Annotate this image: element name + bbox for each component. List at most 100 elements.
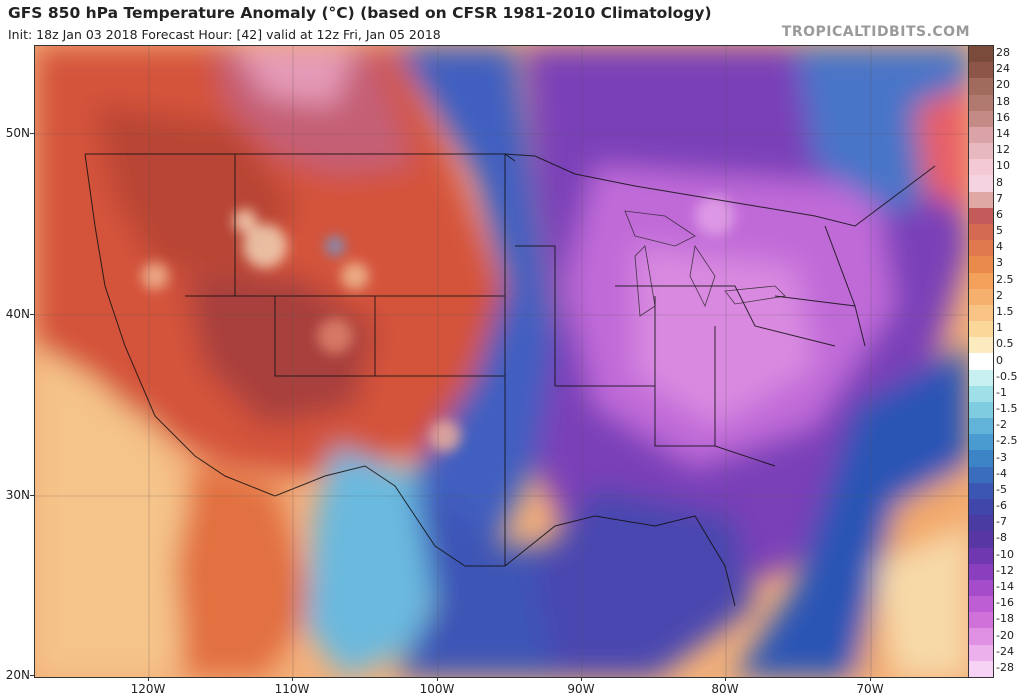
lon-tick	[437, 677, 438, 681]
colorbar-swatch	[969, 256, 993, 274]
colorbar-swatch	[969, 482, 993, 500]
colorbar-tick-label: 28	[996, 46, 1010, 60]
lat-label-30n: 30N	[5, 488, 30, 502]
colorbar-swatch	[969, 110, 993, 128]
colorbar-tick-label: -0.5	[996, 369, 1018, 383]
colorbar-swatch	[969, 94, 993, 112]
colorbar-tick-label: 8	[996, 175, 1003, 189]
colorbar-tick-label: -10	[996, 547, 1014, 561]
lon-label-90w: 90W	[567, 682, 595, 696]
colorbar-tick-label: 6	[996, 207, 1003, 221]
lon-tick	[725, 677, 726, 681]
colorbar-tick-label: 5	[996, 224, 1003, 238]
colorbar-tick-label: 1	[996, 321, 1003, 335]
colorbar-tick-label: -12	[996, 563, 1014, 577]
lon-label-120w: 120W	[130, 682, 166, 696]
colorbar-tick-label: 10	[996, 159, 1010, 173]
colorbar-tick-label: 18	[996, 94, 1010, 108]
lat-label-50n: 50N	[5, 126, 30, 140]
lon-label-80w: 80W	[711, 682, 739, 696]
brand-watermark: TROPICALTIDBITS.COM	[781, 24, 970, 40]
colorbar-swatch	[969, 660, 993, 677]
colorbar-tick-label: -2	[996, 418, 1007, 432]
colorbar-swatch	[969, 563, 993, 581]
lon-label-110w: 110W	[274, 682, 310, 696]
colorbar-tick-label: 4	[996, 240, 1003, 254]
lat-tick	[30, 675, 34, 676]
colorbar-tick-label: -1	[996, 385, 1007, 399]
colorbar-tick-label: 7	[996, 191, 1003, 205]
colorbar	[968, 45, 994, 678]
lat-tick	[30, 133, 34, 134]
colorbar-swatch	[969, 644, 993, 662]
colorbar-tick-label: -8	[996, 531, 1007, 545]
colorbar-tick-label: 20	[996, 78, 1010, 92]
colorbar-swatch	[969, 62, 993, 80]
lat-label-20n: 20N	[5, 668, 30, 682]
colorbar-swatch	[969, 46, 993, 63]
anomaly-map	[34, 45, 970, 678]
colorbar-tick-label: 12	[996, 143, 1010, 157]
lon-tick	[870, 677, 871, 681]
colorbar-tick-label: 1.5	[996, 304, 1014, 318]
colorbar-tick-label: 16	[996, 110, 1010, 124]
colorbar-swatch	[969, 369, 993, 387]
colorbar-tick-label: 2.5	[996, 272, 1014, 286]
colorbar-swatch	[969, 288, 993, 306]
lon-tick	[148, 677, 149, 681]
chart-title: GFS 850 hPa Temperature Anomaly (°C) (ba…	[8, 4, 712, 22]
colorbar-tick-label: -3	[996, 450, 1007, 464]
colorbar-tick-label: -14	[996, 580, 1014, 593]
chart-subtitle: Init: 18z Jan 03 2018 Forecast Hour: [42…	[8, 27, 441, 42]
colorbar-swatch	[969, 418, 993, 436]
lat-tick	[30, 314, 34, 315]
colorbar-swatch	[969, 223, 993, 241]
colorbar-swatch	[969, 401, 993, 419]
colorbar-swatch	[969, 240, 993, 258]
colorbar-swatch	[969, 450, 993, 468]
lat-tick	[30, 495, 34, 496]
colorbar-swatch	[969, 579, 993, 597]
colorbar-swatch	[969, 337, 993, 355]
colorbar-tick-label: -24	[996, 644, 1014, 658]
colorbar-swatch	[969, 515, 993, 533]
colorbar-tick-label: 0	[996, 353, 1003, 367]
colorbar-swatch	[969, 304, 993, 322]
lon-tick	[581, 677, 582, 681]
lon-label-100w: 100W	[419, 682, 455, 696]
colorbar-swatch	[969, 272, 993, 290]
colorbar-tick-label: -5	[996, 482, 1007, 496]
colorbar-tick-label: -6	[996, 499, 1007, 513]
colorbar-swatch	[969, 191, 993, 209]
colorbar-tick-label: -4	[996, 466, 1007, 480]
colorbar-tick-label: -18	[996, 612, 1014, 626]
colorbar-swatch	[969, 175, 993, 193]
colorbar-swatch	[969, 143, 993, 161]
colorbar-swatch	[969, 612, 993, 630]
colorbar-swatch	[969, 207, 993, 225]
colorbar-swatch	[969, 531, 993, 549]
colorbar-tick-label: -20	[996, 628, 1014, 642]
colorbar-swatch	[969, 321, 993, 339]
colorbar-swatch	[969, 353, 993, 371]
lon-label-70w: 70W	[856, 682, 884, 696]
colorbar-swatch	[969, 434, 993, 452]
colorbar-swatch	[969, 78, 993, 96]
colorbar-tick-label: 0.5	[996, 337, 1014, 351]
lat-label-40n: 40N	[5, 307, 30, 321]
colorbar-swatch	[969, 126, 993, 144]
colorbar-tick-label: -7	[996, 515, 1007, 529]
colorbar-tick-label: 24	[996, 62, 1010, 76]
colorbar-swatch	[969, 499, 993, 517]
colorbar-swatch	[969, 466, 993, 484]
colorbar-swatch	[969, 596, 993, 614]
colorbar-tick-label: -16	[996, 596, 1014, 610]
anomaly-map-canvas	[35, 46, 969, 677]
colorbar-swatch	[969, 385, 993, 403]
colorbar-tick-label: 2	[996, 288, 1003, 302]
colorbar-swatch	[969, 628, 993, 646]
colorbar-swatch	[969, 547, 993, 565]
colorbar-swatch	[969, 159, 993, 177]
colorbar-tick-label: -28	[996, 660, 1014, 674]
colorbar-tick-label: -1.5	[996, 402, 1018, 416]
